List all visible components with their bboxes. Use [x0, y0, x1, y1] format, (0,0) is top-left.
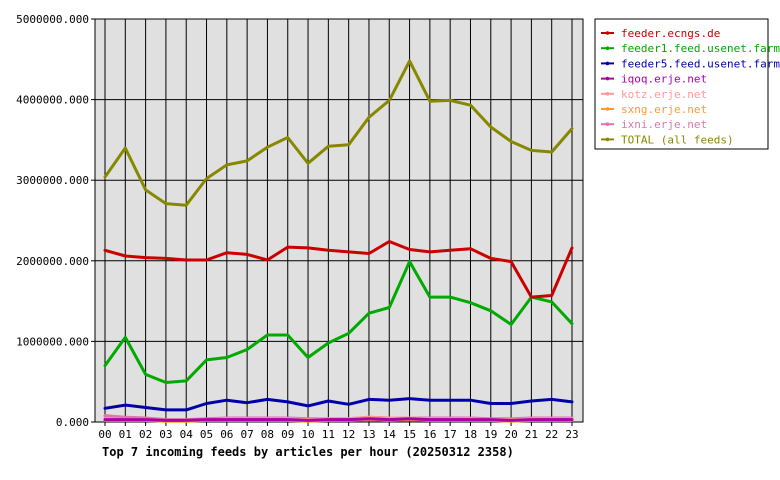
x-tick-label: 09 [281, 428, 294, 441]
plot-area [94, 18, 584, 423]
y-tick-label: 0.000 [56, 416, 89, 429]
y-tick-label: 1000000.000 [16, 335, 89, 348]
y-axis-ticks: 0.000 1000000.000 2000000.000 3000000.000 40… [16, 13, 95, 429]
y-tick-label: 4000000.000 [16, 94, 89, 107]
series-line-3 [103, 417, 574, 422]
x-tick-label: 14 [383, 428, 397, 441]
x-tick-label: 21 [525, 428, 538, 441]
legend-label: kotz.erje.net [621, 88, 707, 101]
x-tick-label: 05 [200, 428, 213, 441]
legend-marker [605, 122, 610, 126]
series-lines [103, 59, 574, 423]
legend-label: ixni.erje.net [621, 118, 707, 131]
x-tick-label: 11 [322, 428, 335, 441]
legend-marker [605, 46, 610, 50]
legend: feeder.ecngs.de feeder1.feed.usenet.farm f… [594, 18, 780, 150]
legend-box [594, 18, 769, 150]
x-tick-label: 15 [403, 428, 416, 441]
legend-marker [605, 92, 610, 96]
legend-marker [605, 137, 610, 142]
legend-label: TOTAL (all feeds) [621, 133, 734, 146]
y-tick-label: 2000000.000 [16, 255, 89, 268]
legend-marker [605, 31, 610, 35]
series-line-1 [103, 260, 574, 384]
legend-label: feeder1.feed.usenet.farm [621, 42, 780, 55]
x-tick-label: 17 [444, 428, 457, 441]
x-tick-label: 04 [180, 428, 194, 441]
x-tick-label: 00 [98, 428, 111, 441]
legend-marker [605, 107, 610, 111]
x-tick-label: 13 [362, 428, 375, 441]
x-tick-label: 01 [119, 428, 132, 441]
legend-marker [605, 61, 610, 66]
series-line-2 [103, 397, 574, 412]
x-tick-label: 12 [342, 428, 355, 441]
x-tick-label: 23 [565, 428, 578, 441]
series-line-7 [103, 59, 574, 207]
x-tick-label: 06 [220, 428, 233, 441]
x-tick-label: 18 [464, 428, 477, 441]
legend-label: feeder5.feed.usenet.farm [621, 57, 780, 70]
y-tick-label: 3000000.000 [16, 174, 89, 187]
legend-label: feeder.ecngs.de [621, 27, 720, 40]
chart-title: Top 7 incoming feeds by articles per hou… [102, 445, 514, 459]
x-tick-label: 07 [241, 428, 254, 441]
x-tick-label: 10 [301, 428, 314, 441]
legend-marker [605, 76, 610, 81]
x-axis-ticks: 00 01 02 03 04 05 06 07 08 09 10 11 12 13 14 15 16 17 18 19… [98, 422, 579, 441]
x-tick-label: 03 [159, 428, 172, 441]
x-tick-label: 16 [423, 428, 436, 441]
series-line-0 [103, 240, 574, 299]
x-tick-label: 02 [139, 428, 152, 441]
grid-lines [95, 19, 583, 422]
y-tick-label: 5000000.000 [16, 13, 89, 26]
x-tick-label: 22 [545, 428, 558, 441]
x-tick-label: 19 [484, 428, 497, 441]
legend-label: sxng.erje.net [621, 103, 707, 116]
legend-label: iqoq.erje.net [621, 73, 707, 86]
x-tick-label: 20 [504, 428, 517, 441]
x-tick-label: 08 [261, 428, 274, 441]
